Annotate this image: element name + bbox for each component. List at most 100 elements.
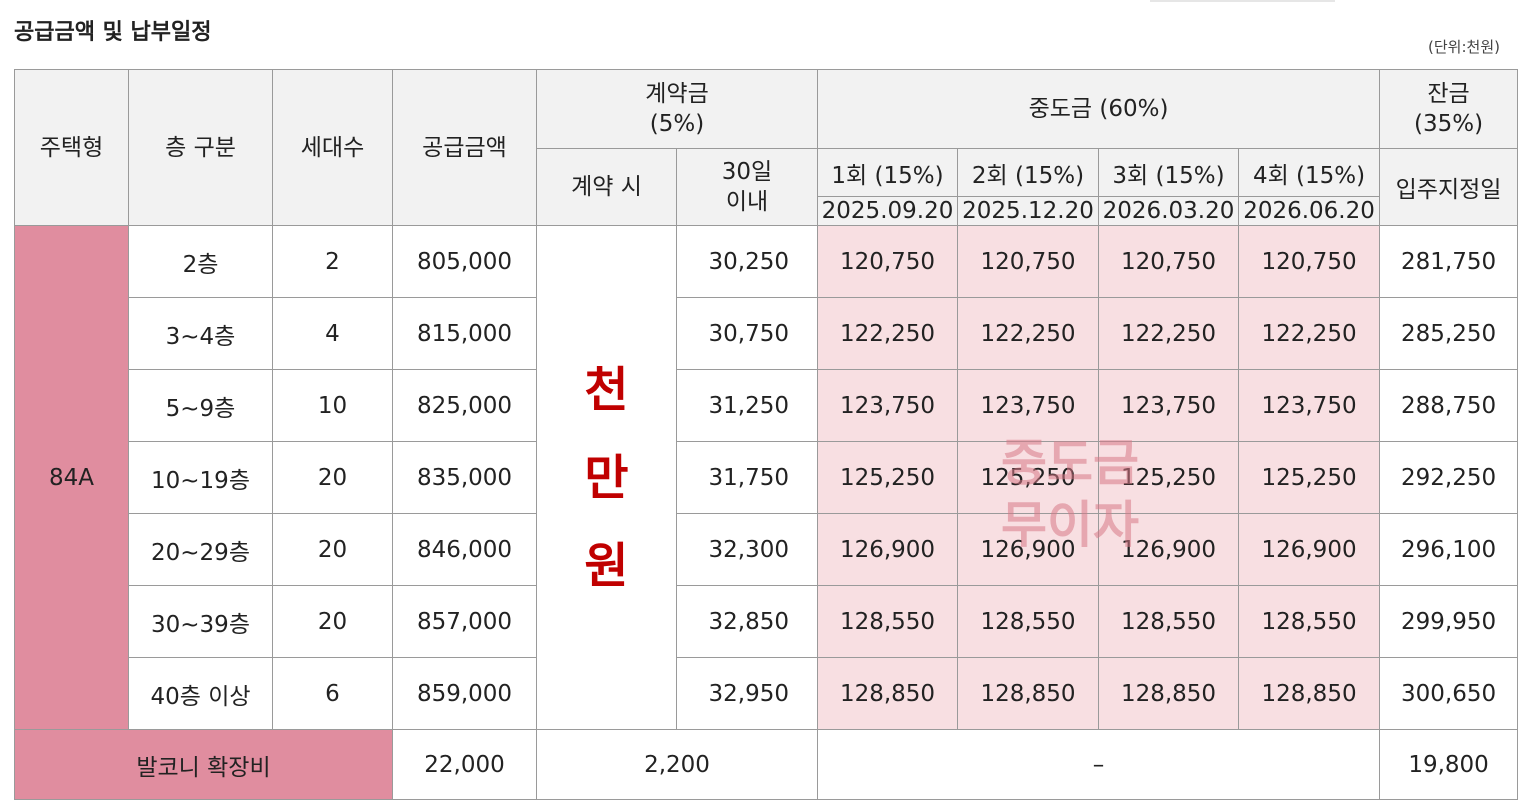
supply-cell: 857,000 xyxy=(392,585,537,658)
balcony-supply: 22,000 xyxy=(392,729,537,800)
header-installment-3: 3회 (15%) xyxy=(1098,148,1240,197)
contract-30-cell: 32,950 xyxy=(675,657,819,730)
supply-cell: 846,000 xyxy=(392,513,537,586)
table-row: 84A 2층 2 805,000 천 만 원 30,250 120,750 12… xyxy=(14,225,1519,730)
header-type: 주택형 xyxy=(14,69,129,226)
households-cell: 6 xyxy=(272,657,393,730)
mid-cell: 128,550 xyxy=(1098,585,1240,658)
households-cell: 20 xyxy=(272,441,393,514)
mid-cell: 126,900 xyxy=(957,513,1100,586)
header-balance-sub: 입주지정일 xyxy=(1379,148,1519,226)
header-households: 세대수 xyxy=(272,69,393,226)
header-middle: 중도금 (60%) xyxy=(817,69,1381,149)
table-row: 20~29층 20 846,000 32,300 126,900 126,900… xyxy=(15,513,1519,586)
mid-cell: 122,250 xyxy=(957,297,1100,370)
mid-cell: 128,550 xyxy=(957,585,1100,658)
balance-cell: 300,650 xyxy=(1379,657,1519,730)
contract-30-cell: 30,250 xyxy=(675,225,819,298)
mid-cell: 125,250 xyxy=(1238,441,1381,514)
table-row: 5~9층 10 825,000 31,250 123,750 123,750 1… xyxy=(15,369,1519,442)
mid-cell: 128,550 xyxy=(817,585,959,658)
balcony-row: 발코니 확장비 22,000 2,200 – 19,800 xyxy=(14,729,1519,800)
contract-30-cell: 32,300 xyxy=(675,513,819,586)
mid-cell: 122,250 xyxy=(1238,297,1381,370)
deposit-fixed-text: 천 만 원 xyxy=(584,361,629,594)
households-cell: 20 xyxy=(272,513,393,586)
supply-cell: 805,000 xyxy=(392,225,537,298)
mid-cell: 128,850 xyxy=(1098,657,1240,730)
mid-cell: 123,750 xyxy=(817,369,959,442)
supply-cell: 835,000 xyxy=(392,441,537,514)
floor-cell: 2층 xyxy=(128,225,273,298)
header-date-3: 2026.03.20 xyxy=(1098,196,1240,226)
mid-cell: 123,750 xyxy=(1238,369,1381,442)
mid-cell: 128,850 xyxy=(817,657,959,730)
households-cell: 20 xyxy=(272,585,393,658)
floor-cell: 10~19층 xyxy=(128,441,273,514)
balance-cell: 292,250 xyxy=(1379,441,1519,514)
mid-cell: 120,750 xyxy=(957,225,1100,298)
unit-label: (단위:천원) xyxy=(1428,38,1500,56)
balance-cell: 296,100 xyxy=(1379,513,1519,586)
header-supply: 공급금액 xyxy=(392,69,537,226)
mid-cell: 123,750 xyxy=(1098,369,1240,442)
mid-cell: 126,900 xyxy=(817,513,959,586)
contract-30-cell: 31,250 xyxy=(675,369,819,442)
balance-cell: 285,250 xyxy=(1379,297,1519,370)
price-table: 주택형 층 구분 세대수 공급금액 계약금 (5%) 중도금 (60%) 잔금 … xyxy=(14,69,1519,800)
balcony-contract: 2,200 xyxy=(535,729,819,800)
mid-cell: 126,900 xyxy=(1098,513,1240,586)
header-installment-2: 2회 (15%) xyxy=(957,148,1100,197)
mid-cell: 123,750 xyxy=(957,369,1100,442)
mid-cell: 120,750 xyxy=(1238,225,1381,298)
top-decoration-line xyxy=(1150,0,1335,2)
mid-cell: 128,550 xyxy=(1238,585,1381,658)
table-row: 40층 이상 6 859,000 32,950 128,850 128,850 … xyxy=(15,657,1519,730)
mid-cell: 125,250 xyxy=(1098,441,1240,514)
floor-cell: 20~29층 xyxy=(128,513,273,586)
households-cell: 10 xyxy=(272,369,393,442)
supply-cell: 825,000 xyxy=(392,369,537,442)
page-title: 공급금액 및 납부일정 xyxy=(14,20,212,45)
mid-cell: 126,900 xyxy=(1238,513,1381,586)
header-date-2: 2025.12.20 xyxy=(957,196,1100,226)
header-installment-1: 1회 (15%) xyxy=(817,148,959,197)
contract-30-cell: 32,850 xyxy=(675,585,819,658)
table-row: 10~19층 20 835,000 31,750 125,250 125,250… xyxy=(15,441,1519,514)
supply-cell: 859,000 xyxy=(392,657,537,730)
mid-cell: 128,850 xyxy=(1238,657,1381,730)
table-row: 3~4층 4 815,000 30,750 122,250 122,250 12… xyxy=(15,297,1519,370)
mid-cell: 125,250 xyxy=(817,441,959,514)
deposit-fixed-cell: 천 만 원 xyxy=(536,225,677,730)
balcony-middle: – xyxy=(817,729,1381,800)
balcony-balance: 19,800 xyxy=(1379,729,1519,800)
header-date-1: 2025.09.20 xyxy=(817,196,959,226)
contract-30-cell: 31,750 xyxy=(675,441,819,514)
header-balance: 잔금 (35%) xyxy=(1379,69,1519,149)
floor-cell: 40층 이상 xyxy=(128,657,273,730)
balcony-label: 발코니 확장비 xyxy=(14,729,393,800)
mid-cell: 128,850 xyxy=(957,657,1100,730)
mid-cell: 120,750 xyxy=(1098,225,1240,298)
type-cell: 84A xyxy=(14,225,129,730)
mid-cell: 122,250 xyxy=(817,297,959,370)
balance-cell: 281,750 xyxy=(1379,225,1519,298)
contract-30-cell: 30,750 xyxy=(675,297,819,370)
floor-cell: 3~4층 xyxy=(128,297,273,370)
mid-cell: 120,750 xyxy=(817,225,959,298)
header-contract: 계약금 (5%) xyxy=(535,69,819,149)
households-cell: 4 xyxy=(272,297,393,370)
balance-cell: 288,750 xyxy=(1379,369,1519,442)
header-date-4: 2026.06.20 xyxy=(1238,196,1381,226)
supply-cell: 815,000 xyxy=(392,297,537,370)
balance-cell: 299,950 xyxy=(1379,585,1519,658)
header-floor: 층 구분 xyxy=(128,69,273,226)
households-cell: 2 xyxy=(272,225,393,298)
table-row: 30~39층 20 857,000 32,850 128,550 128,550… xyxy=(15,585,1519,658)
header-contract-30: 30일 이내 xyxy=(675,148,819,226)
header-contract-on: 계약 시 xyxy=(536,148,677,226)
floor-cell: 30~39층 xyxy=(128,585,273,658)
header-installment-4: 4회 (15%) xyxy=(1238,148,1381,197)
mid-cell: 125,250 xyxy=(957,441,1100,514)
mid-cell: 122,250 xyxy=(1098,297,1240,370)
